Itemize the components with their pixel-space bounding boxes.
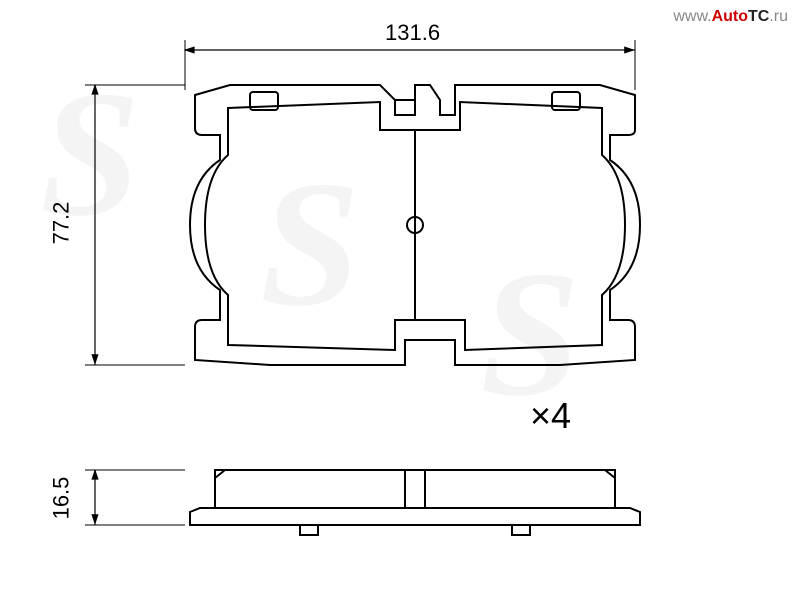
quantity-label: ×4 [530, 395, 571, 437]
brake-pad-front-view [190, 85, 640, 365]
dim-width-label: 131.6 [385, 20, 440, 46]
technical-drawing [0, 0, 800, 600]
dim-thickness [85, 470, 185, 525]
url-ru: .ru [769, 8, 788, 25]
dim-height [85, 85, 185, 365]
url-auto: Auto [712, 8, 748, 25]
brake-pad-side-view [190, 470, 640, 535]
dim-height-label: 77.2 [48, 202, 74, 245]
dim-width [185, 40, 635, 90]
dim-thickness-label: 16.5 [48, 477, 74, 520]
url-tc: TC [748, 8, 769, 25]
url-www: www. [673, 8, 711, 25]
site-url: www.AutoTC.ru [673, 8, 788, 26]
